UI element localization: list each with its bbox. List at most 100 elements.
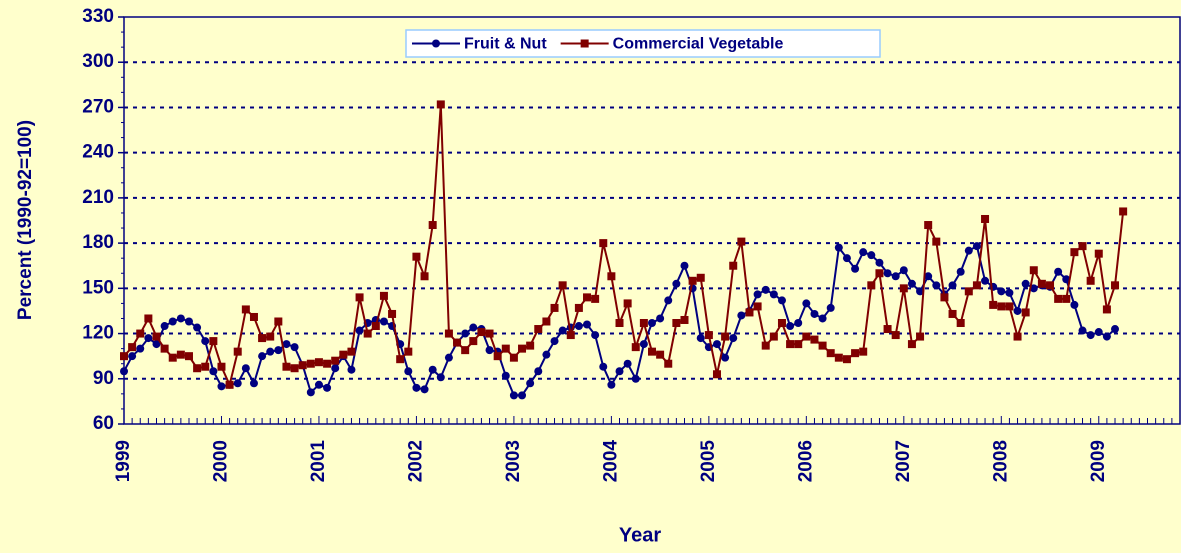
series-marker <box>639 340 648 349</box>
series-marker <box>664 359 673 368</box>
series-marker <box>550 303 559 312</box>
series-marker <box>542 350 551 359</box>
series-marker <box>1005 288 1014 297</box>
series-marker <box>997 302 1006 311</box>
series-marker <box>891 331 900 340</box>
series-marker <box>485 346 494 355</box>
series-marker <box>274 346 283 355</box>
series-marker <box>314 358 323 367</box>
series-marker <box>859 347 868 356</box>
series-marker <box>1070 248 1079 257</box>
series-marker <box>672 279 681 288</box>
series-marker <box>1078 242 1087 251</box>
series-marker <box>1078 326 1087 335</box>
series-marker <box>972 242 981 251</box>
series-marker <box>859 248 868 257</box>
series-marker <box>867 281 876 290</box>
series-marker <box>1054 267 1063 276</box>
series-marker <box>282 362 291 371</box>
series-marker <box>501 344 510 353</box>
series-marker <box>347 365 356 374</box>
series-marker <box>599 239 608 248</box>
y-tick-label: 300 <box>82 51 114 72</box>
series-marker <box>233 347 242 356</box>
series-marker <box>420 272 429 281</box>
series-marker <box>696 273 705 282</box>
series-marker <box>956 267 965 276</box>
y-tick-label: 210 <box>82 187 114 208</box>
series-marker <box>176 314 185 323</box>
series-marker <box>428 365 437 374</box>
series-marker <box>1037 279 1046 288</box>
series-marker <box>712 340 721 349</box>
series-marker <box>371 322 380 331</box>
series-marker <box>639 319 648 328</box>
series-marker <box>875 258 884 267</box>
series-marker <box>128 343 137 352</box>
series-marker <box>1062 275 1071 284</box>
series-marker <box>396 355 405 364</box>
y-tick-label: 120 <box>82 323 114 344</box>
x-tick-label: 2004 <box>600 440 621 483</box>
series-marker <box>339 350 348 359</box>
series-marker <box>290 364 299 373</box>
series-marker <box>834 243 843 252</box>
series-marker <box>721 353 730 362</box>
series-marker <box>745 308 754 317</box>
series-marker <box>217 362 226 371</box>
series-marker <box>184 352 193 361</box>
series-marker <box>712 370 721 379</box>
x-tick-label: 2009 <box>1088 440 1109 482</box>
series-marker <box>680 261 689 270</box>
series-marker <box>160 344 169 353</box>
series-marker <box>436 373 445 382</box>
series-marker <box>217 382 226 391</box>
series-marker <box>753 290 762 299</box>
series-marker <box>1062 294 1071 303</box>
series-marker <box>1029 284 1038 293</box>
series-marker <box>777 319 786 328</box>
series-marker <box>558 326 567 335</box>
series-marker <box>323 359 332 368</box>
series-marker <box>412 252 421 261</box>
series-marker <box>842 254 851 263</box>
series-marker <box>144 334 153 343</box>
series-marker <box>542 317 551 326</box>
legend: Fruit & Nut Commercial Vegetable <box>405 29 881 58</box>
series-marker <box>266 332 275 341</box>
series-marker <box>729 261 738 270</box>
series-marker <box>631 343 640 352</box>
series-marker <box>1102 332 1111 341</box>
series-marker <box>851 349 860 358</box>
series-marker <box>152 332 161 341</box>
legend-box <box>405 29 881 58</box>
series-marker <box>128 352 137 361</box>
series-marker <box>664 296 673 305</box>
series-marker <box>1111 281 1120 290</box>
series-marker <box>444 329 453 338</box>
series-marker <box>518 391 527 400</box>
series-marker <box>566 331 575 340</box>
series-marker <box>599 362 608 371</box>
series-marker <box>160 322 169 331</box>
series-marker <box>932 237 941 246</box>
y-axis-label: Percent (1990-92=100) <box>15 120 36 320</box>
series-marker <box>355 293 364 302</box>
series-marker <box>1013 332 1022 341</box>
series-marker <box>607 380 616 389</box>
series-marker <box>1021 308 1030 317</box>
series-marker <box>249 312 258 321</box>
series-marker <box>477 328 486 337</box>
y-tick-label: 90 <box>93 368 114 389</box>
x-tick-label: 2006 <box>795 440 816 482</box>
series-marker <box>428 221 437 230</box>
series-marker <box>623 299 632 308</box>
series-marker <box>777 296 786 305</box>
series-marker <box>997 287 1006 296</box>
series-marker <box>810 309 819 318</box>
series-marker <box>940 293 949 302</box>
y-tick-label: 150 <box>82 277 114 298</box>
series-marker <box>184 317 193 326</box>
series-marker <box>550 337 559 346</box>
series-marker <box>583 320 592 329</box>
